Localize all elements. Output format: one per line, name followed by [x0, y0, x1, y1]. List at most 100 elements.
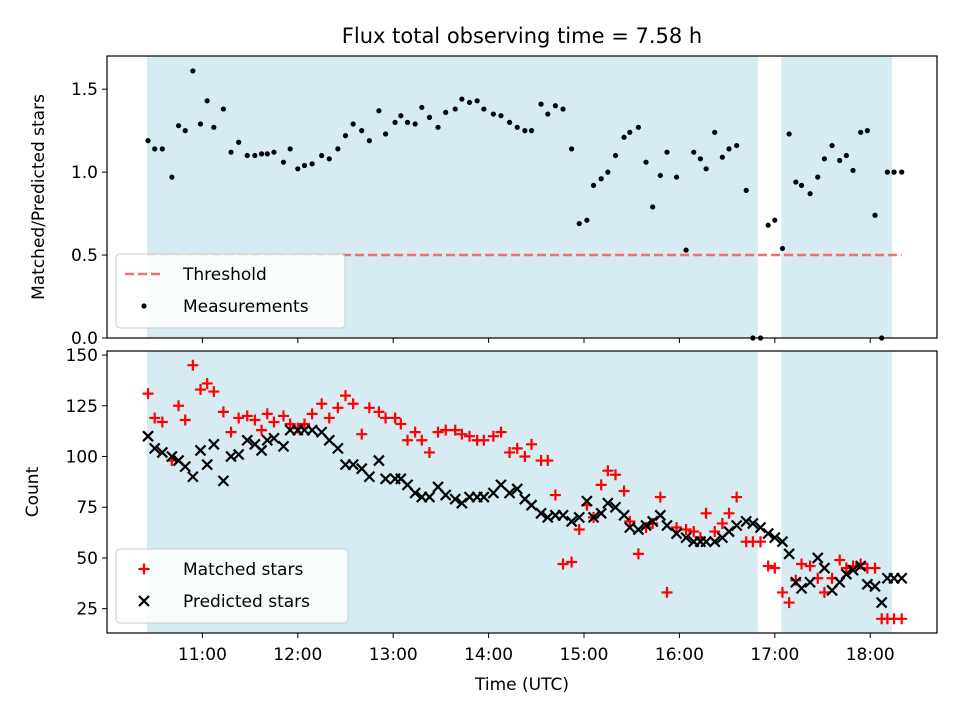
data-point: [587, 511, 600, 524]
data-point: [899, 169, 905, 175]
data-point: [680, 524, 692, 536]
data-point: [152, 146, 158, 152]
data-point: [708, 535, 721, 548]
data-point: [895, 572, 908, 585]
data-point: [332, 442, 344, 455]
data-point: [573, 524, 585, 536]
data-point: [569, 146, 575, 152]
data-point: [363, 402, 375, 414]
y-tick-label: 1.0: [71, 163, 98, 183]
plot-frame: [106, 350, 938, 634]
data-point: [323, 434, 336, 447]
data-point: [858, 129, 864, 135]
data-point: [156, 446, 169, 459]
data-point: [409, 487, 421, 499]
data-point: [869, 580, 881, 593]
data-point: [712, 129, 718, 135]
data-point: [332, 402, 344, 414]
data-point: [730, 519, 743, 532]
data-point: [557, 558, 569, 570]
data-point: [618, 485, 630, 497]
data-point: [840, 568, 853, 580]
data-point: [850, 167, 856, 174]
data-point: [804, 560, 816, 572]
y-tick-label: 1.5: [71, 80, 98, 100]
data-point: [535, 507, 547, 520]
data-point: [765, 222, 771, 228]
data-point: [519, 450, 531, 462]
data-point: [525, 499, 538, 511]
data-point: [703, 166, 709, 172]
data-point: [683, 247, 689, 253]
data-point: [236, 139, 242, 145]
data-point: [252, 152, 258, 159]
data-point: [875, 596, 888, 609]
data-point: [258, 151, 265, 157]
data-point: [700, 507, 712, 519]
y-tick-label: 75: [76, 498, 98, 518]
legend-box: [115, 253, 346, 329]
data-point: [776, 586, 788, 598]
data-point: [632, 548, 644, 560]
y-tick-label: 0.5: [71, 246, 98, 266]
data-point: [208, 438, 220, 451]
series-0: [142, 359, 908, 625]
data-point: [241, 410, 253, 422]
data-point: [869, 562, 881, 574]
data-point: [271, 149, 277, 155]
data-point: [837, 157, 843, 164]
data-point: [398, 113, 404, 119]
data-point: [632, 523, 645, 536]
y-tick-label: 150: [66, 346, 98, 366]
data-point: [264, 151, 270, 157]
data-point: [340, 390, 352, 402]
x-tick-label: 16:00: [655, 645, 704, 665]
data-point: [755, 536, 767, 548]
data-point: [673, 174, 680, 180]
data-point: [156, 416, 168, 428]
data-point: [249, 414, 261, 426]
data-point: [654, 491, 666, 503]
data-point: [373, 406, 385, 418]
data-point: [798, 182, 805, 188]
y-axis-label: Count: [23, 466, 43, 517]
x-axis-label: Time (UTC): [474, 675, 569, 695]
data-point: [815, 174, 821, 180]
data-point: [709, 526, 721, 538]
data-point: [241, 434, 254, 447]
data-point: [680, 531, 692, 544]
data-point: [818, 586, 830, 598]
data-point: [426, 114, 433, 120]
data-point: [366, 138, 372, 144]
data-point: [347, 458, 359, 471]
data-point: [342, 133, 349, 139]
x-tick-label: 17:00: [750, 645, 799, 665]
data-point: [412, 121, 418, 127]
x-tick-label: 11:00: [178, 645, 227, 665]
y-tick-label: 25: [76, 600, 98, 620]
data-point: [661, 519, 673, 532]
data-point: [359, 128, 365, 134]
data-point: [511, 483, 524, 495]
data-point: [459, 96, 465, 102]
data-point: [201, 458, 213, 471]
data-point: [232, 448, 245, 461]
data-point: [306, 408, 318, 420]
data-point: [538, 101, 544, 107]
data-point: [612, 152, 619, 159]
data-point: [498, 113, 504, 119]
y-tick-label: 125: [66, 397, 98, 417]
data-point: [643, 159, 649, 165]
data-point: [719, 154, 725, 160]
data-point: [225, 426, 237, 438]
data-point: [864, 128, 870, 134]
data-point: [208, 386, 220, 398]
data-point: [640, 519, 652, 532]
data-point: [306, 424, 318, 436]
data-point: [584, 217, 590, 223]
data-point: [670, 527, 683, 540]
data-point: [335, 146, 341, 152]
legend-label: Measurements: [183, 297, 309, 317]
legend-label: Predicted stars: [183, 592, 310, 612]
